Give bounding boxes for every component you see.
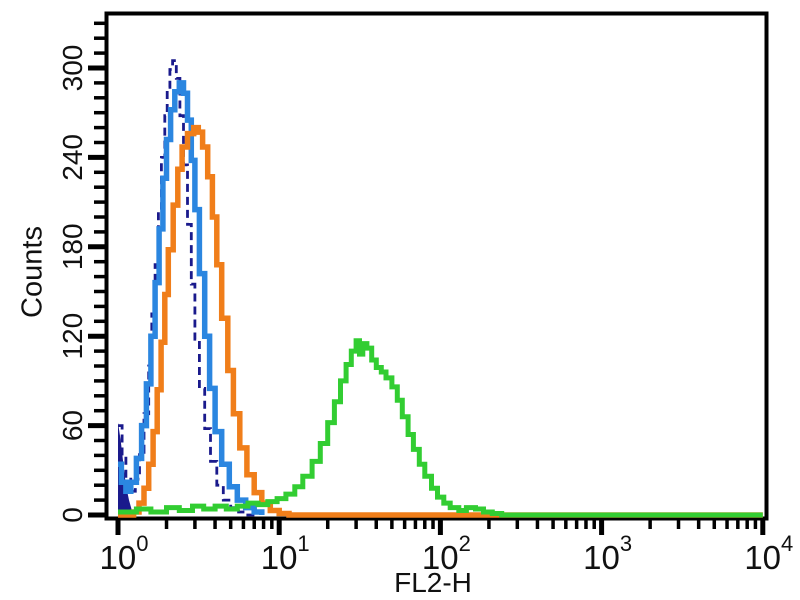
y-tick-label: 180: [57, 223, 88, 270]
y-tick-label: 300: [57, 45, 88, 92]
x-tick-label: 102: [422, 531, 471, 576]
x-axis-title: FL2-H: [394, 567, 472, 598]
blue-curve: [118, 80, 265, 515]
orange-curve: [118, 124, 763, 518]
y-tick-label: 120: [57, 313, 88, 360]
x-tick-label: 101: [261, 531, 310, 576]
x-tick-label: 100: [100, 531, 149, 576]
x-tick-label: 103: [583, 531, 632, 576]
green-curve: [118, 338, 763, 518]
plot-frame: [104, 11, 769, 521]
y-tick-label: 0: [57, 507, 88, 523]
y-tick-label: 240: [57, 134, 88, 181]
y-tick-label: 60: [57, 410, 88, 441]
y-axis-title: Counts: [16, 226, 49, 318]
navy-baseline-pileup-curve: [118, 422, 135, 515]
x-tick-label: 104: [744, 531, 793, 576]
